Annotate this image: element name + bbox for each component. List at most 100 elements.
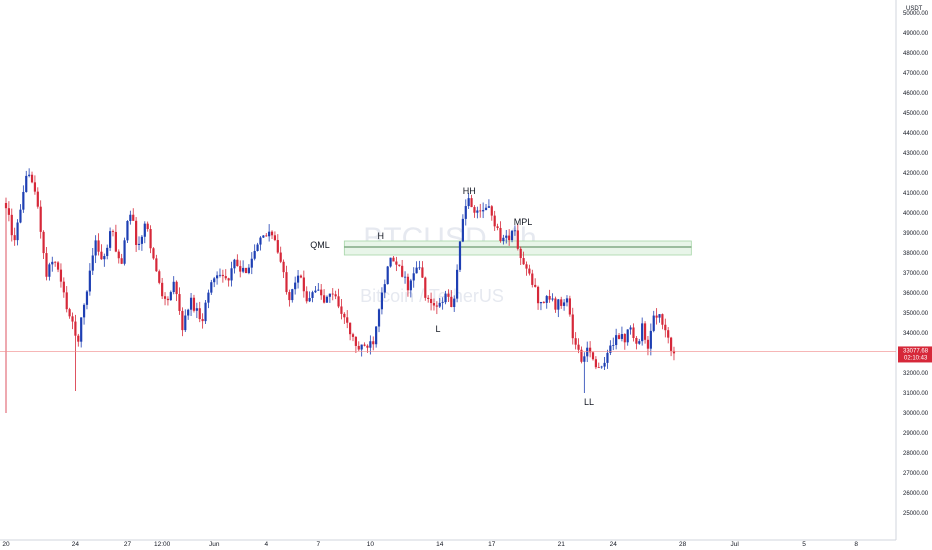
annotation-mpl: MPL [514, 217, 533, 227]
candle-body [629, 327, 632, 330]
symbol-subtitle-watermark: Bitcoin / TetherUS [360, 286, 504, 306]
y-tick-label: 27000.00 [903, 471, 929, 477]
x-tick-label: 12:00 [154, 541, 171, 548]
candle-body [655, 315, 658, 318]
candle-body [403, 276, 407, 278]
candle-body [302, 277, 305, 292]
candle-body [626, 329, 629, 343]
candle-body [557, 299, 560, 310]
candle-body [386, 266, 389, 285]
y-tick-label: 50000.00 [903, 11, 929, 17]
candle-body [106, 247, 109, 257]
candle-body [638, 341, 641, 344]
candle-body [580, 349, 583, 362]
time-axis[interactable]: 20 24 27 12:00 Jun 4 7 10 14 17 21 24 28 Jul 5 8 [2, 541, 858, 548]
candle-body [28, 174, 31, 176]
candle-body [615, 335, 618, 346]
candle-body [123, 240, 126, 264]
candle-body [117, 251, 120, 259]
candle-body [427, 297, 430, 299]
candle-body [409, 280, 412, 291]
candle-body [294, 282, 297, 290]
x-tick-label: 7 [316, 541, 320, 548]
candle-body [383, 284, 386, 293]
candle-body [129, 214, 132, 221]
candle-body [496, 226, 499, 228]
candle-body [560, 299, 563, 306]
x-tick-label: 21 [558, 541, 566, 548]
candle-body [461, 218, 464, 242]
currency-label: USDT [906, 6, 923, 12]
price-axis[interactable]: 25000.00 26000.00 27000.00 28000.00 29000.00… [903, 11, 929, 517]
candle-body [473, 207, 476, 213]
candle-body [279, 252, 282, 262]
candle-body [94, 240, 97, 256]
candle-body [398, 264, 401, 266]
candle-body [646, 339, 650, 349]
x-tick-label: 27 [124, 541, 132, 548]
candle-body [88, 270, 91, 292]
x-tick-label: 17 [488, 541, 496, 548]
candle-body [458, 241, 462, 270]
candle-body [600, 366, 603, 368]
candle-body [421, 267, 424, 278]
candle-body [224, 276, 227, 279]
candle-body [539, 302, 543, 304]
y-tick-label: 47000.00 [903, 71, 929, 77]
candle-body [456, 269, 459, 299]
candle-body [250, 258, 253, 268]
candle-body [522, 258, 525, 265]
candle-body [444, 293, 447, 303]
candle-body [571, 314, 574, 339]
candle-body [531, 273, 534, 285]
candle-body [169, 292, 172, 301]
y-tick-label: 37000.00 [903, 271, 929, 277]
candle-body [166, 298, 170, 301]
candle-body [617, 335, 621, 339]
candle-body [620, 334, 624, 339]
candle-body [178, 294, 181, 311]
candle-body [291, 289, 294, 301]
candle-body [508, 235, 511, 241]
candle-body [453, 298, 456, 307]
candle-body [325, 296, 329, 303]
candle-body [482, 210, 485, 212]
candle-body [218, 274, 222, 276]
annotation-l: L [436, 324, 441, 334]
annotation-h: H [378, 231, 385, 241]
candle-body [56, 262, 60, 270]
candle-body [568, 298, 571, 315]
candle-body [395, 261, 398, 265]
candle-body [62, 281, 65, 293]
candle-body [441, 302, 444, 303]
candle-body [401, 265, 404, 277]
y-tick-label: 39000.00 [903, 231, 929, 237]
candle-body [137, 243, 141, 245]
candle-body [236, 259, 239, 267]
candle-body [583, 356, 586, 362]
candle-body [213, 278, 216, 283]
candle-body [354, 336, 357, 346]
candle-body [658, 314, 661, 318]
candle-body [450, 296, 453, 307]
candle-body [597, 367, 600, 369]
candle-body [59, 269, 63, 282]
candle-body [100, 251, 103, 260]
candle-body [39, 206, 42, 232]
candle-body [392, 257, 395, 262]
y-tick-label: 43000.00 [903, 151, 929, 157]
candle-body [68, 309, 71, 317]
candle-body [221, 274, 224, 277]
candle-body [288, 292, 291, 301]
y-tick-label: 49000.00 [903, 31, 929, 37]
candle-body [565, 298, 569, 303]
candle-body [366, 345, 369, 348]
candle-body [242, 267, 245, 272]
candle-body [265, 235, 268, 237]
candle-body [623, 334, 626, 343]
x-tick-label: Jun [209, 541, 220, 548]
candle-body [322, 295, 326, 303]
